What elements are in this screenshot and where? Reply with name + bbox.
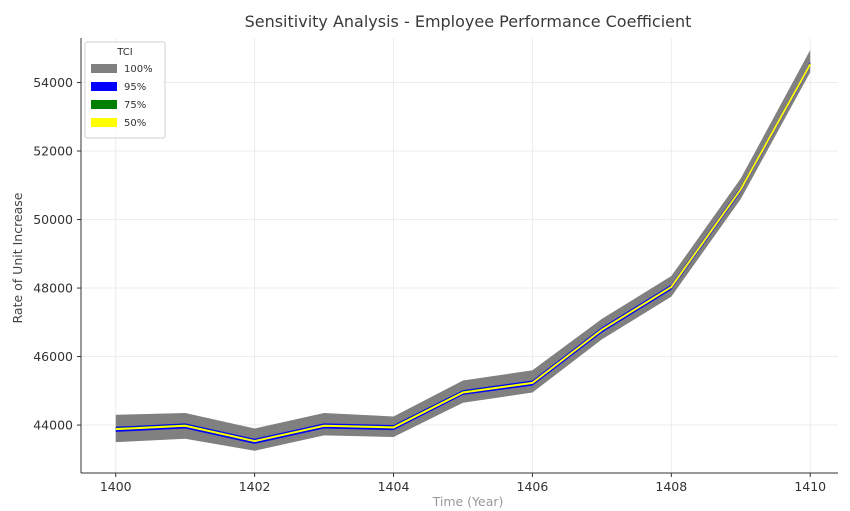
legend-label-2: 75% — [124, 100, 146, 111]
legend-swatch-0 — [91, 64, 117, 73]
legend-label-1: 95% — [124, 82, 146, 93]
y-tick-label-0: 44000 — [33, 418, 73, 433]
x-tick-label-3: 1406 — [517, 479, 549, 494]
y-axis-label: Rate of Unit Increase — [10, 192, 25, 323]
x-axis-ticks: 1400 1402 1404 1406 1408 1410 — [100, 473, 826, 494]
x-tick-label-1: 1402 — [239, 479, 271, 494]
axes — [80, 38, 838, 474]
x-tick-label-5: 1410 — [794, 479, 826, 494]
chart-title: Sensitivity Analysis - Employee Performa… — [245, 12, 692, 31]
series-bands — [115, 49, 812, 451]
y-tick-label-1: 46000 — [33, 349, 73, 364]
x-axis-label: Time (Year) — [432, 494, 504, 509]
x-tick-label-2: 1404 — [378, 479, 410, 494]
x-tick-label-0: 1400 — [100, 479, 132, 494]
legend-title: TCI — [116, 47, 132, 58]
legend: TCI 100% 95% 75% 50% — [84, 41, 166, 139]
y-tick-label-3: 50000 — [33, 212, 73, 227]
grid-lines — [81, 38, 838, 473]
legend-swatch-3 — [91, 118, 117, 127]
y-tick-label-5: 54000 — [33, 75, 73, 90]
legend-swatch-2 — [91, 100, 117, 109]
y-tick-label-4: 52000 — [33, 144, 73, 159]
legend-label-0: 100% — [124, 64, 153, 75]
legend-swatch-1 — [91, 82, 117, 91]
y-tick-label-2: 48000 — [33, 281, 73, 296]
legend-label-3: 50% — [124, 118, 146, 129]
x-tick-label-4: 1408 — [655, 479, 687, 494]
line-series-3 — [115, 63, 812, 443]
y-axis-ticks: 44000 46000 48000 50000 52000 54000 — [33, 75, 81, 433]
